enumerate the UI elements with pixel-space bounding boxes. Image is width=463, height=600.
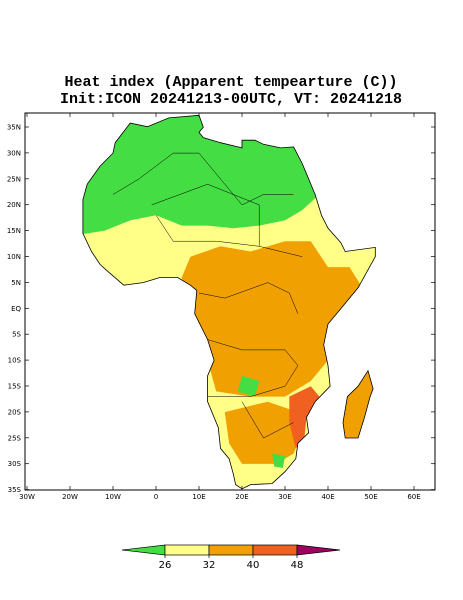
lat-label: 30S [8, 460, 22, 468]
lon-label: 10E [192, 493, 205, 501]
border [112, 152, 294, 206]
lon-label: 20E [235, 493, 248, 501]
colorbar-segment [252, 544, 298, 556]
zone-hot [224, 401, 303, 464]
lon-label: 30W [19, 493, 35, 501]
lat-label: 5S [12, 331, 21, 339]
zone-cool [237, 375, 260, 397]
madagascar [342, 369, 374, 439]
border [241, 401, 294, 439]
title-line: Init:ICON 20241213-00UTC, VT: 20241218 [60, 91, 402, 108]
colorbar-label: 48 [291, 560, 304, 571]
lat-label: 25S [8, 434, 22, 442]
lat-label: 35N [7, 124, 21, 132]
lon-label: 20W [62, 493, 78, 501]
lat-label: 10N [7, 253, 21, 261]
colorbar-segment [208, 544, 254, 556]
border [155, 215, 303, 257]
border [198, 282, 299, 314]
lon-label: 30E [278, 493, 291, 501]
zone-cool [272, 453, 285, 468]
title-line: Heat index (Apparent tempearture (C)) [64, 74, 397, 91]
lat-label: 30N [7, 149, 21, 157]
lon-label: 50E [364, 493, 377, 501]
lat-label: 15S [8, 383, 22, 391]
lat-label: 25N [7, 175, 21, 183]
lon-label: 0 [154, 493, 158, 501]
zone-very-hot [289, 386, 320, 449]
zone-hot [181, 241, 363, 397]
lat-label: 10S [8, 357, 22, 365]
lat-label: 20S [8, 408, 22, 416]
map-frame [24, 112, 436, 491]
lat-label: 20N [7, 201, 21, 209]
lon-label: 60E [407, 493, 420, 501]
colorbar-label: 32 [203, 560, 216, 571]
lon-label: 10W [105, 493, 121, 501]
lat-label: 5N [11, 279, 21, 287]
colorbar-label: 26 [159, 560, 172, 571]
coastline [82, 114, 376, 490]
lat-label: EQ [11, 305, 21, 313]
lat-label: 15N [7, 227, 21, 235]
lat-label: 35S [8, 486, 22, 494]
colorbar-high [296, 544, 341, 556]
lon-label: 40E [321, 493, 334, 501]
colorbar-label: 40 [247, 560, 260, 571]
colorbar-segment [164, 544, 210, 556]
border [207, 339, 299, 397]
